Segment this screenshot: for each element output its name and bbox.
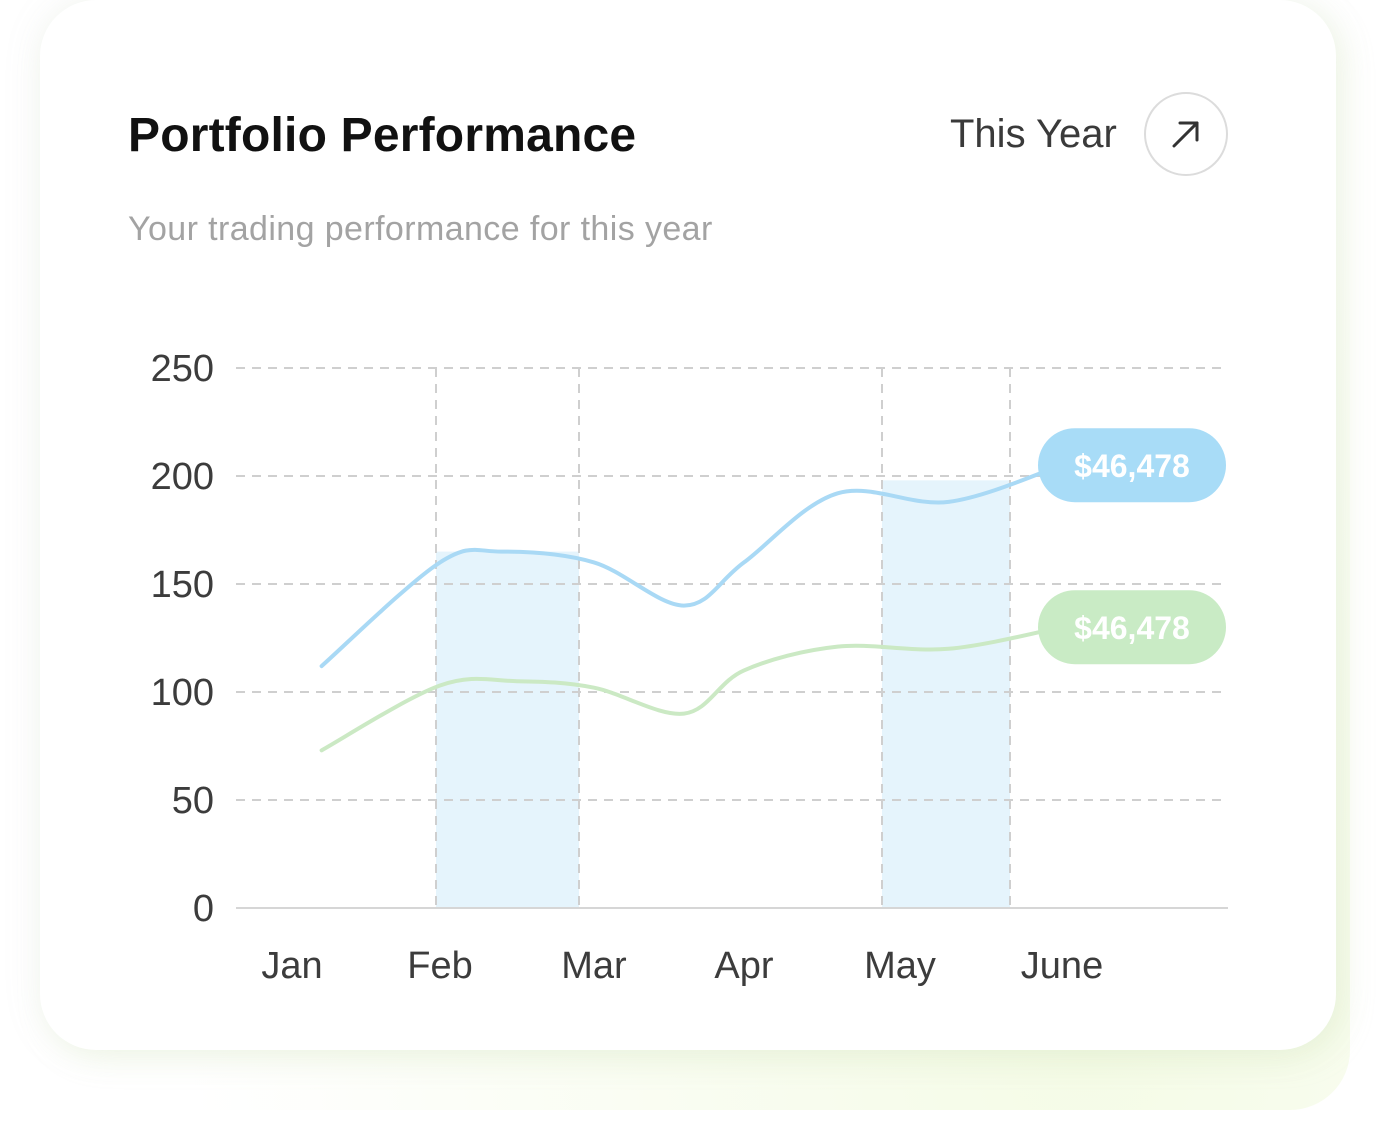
highlight-bands	[436, 480, 1010, 908]
x-tick-label: Apr	[714, 945, 773, 987]
x-tick-label: May	[864, 945, 936, 987]
y-tick-label: 100	[151, 672, 214, 714]
series-lines	[319, 463, 1064, 753]
page-subtitle: Your trading performance for this year	[128, 210, 713, 248]
series-line-green	[319, 625, 1064, 753]
arrow-up-right-icon	[1172, 121, 1199, 148]
x-tick-label: Jan	[261, 945, 322, 987]
series-badge-blue	[1038, 428, 1226, 503]
highlight-band-1	[436, 551, 579, 908]
highlight-band-2	[882, 480, 1010, 908]
series-badge-label: $46,478	[1074, 610, 1190, 646]
y-tick-label: 0	[193, 888, 214, 930]
expand-button[interactable]	[1144, 92, 1228, 176]
page-title: Portfolio Performance	[128, 109, 637, 162]
series-badges: $46,478 $46,478	[1038, 428, 1226, 665]
y-tick-label: 50	[172, 780, 214, 822]
chart-grid	[236, 367, 1228, 909]
x-tick-label: June	[1021, 945, 1103, 987]
x-tick-label: Feb	[407, 945, 472, 987]
series-badge-label: $46,478	[1074, 448, 1190, 484]
y-tick-label: 250	[151, 348, 214, 390]
y-tick-label: 200	[151, 456, 214, 498]
period-selector[interactable]: This Year	[950, 112, 1117, 156]
series-badge-green	[1038, 590, 1226, 665]
x-axis-ticks: Jan Feb Mar Apr May June	[261, 945, 1103, 987]
x-tick-label: Mar	[561, 945, 627, 987]
y-tick-label: 150	[151, 564, 214, 606]
y-axis-ticks: 0 50 100 150 200 250	[151, 348, 214, 930]
series-line-blue	[319, 463, 1064, 669]
performance-card	[40, 0, 1336, 1050]
